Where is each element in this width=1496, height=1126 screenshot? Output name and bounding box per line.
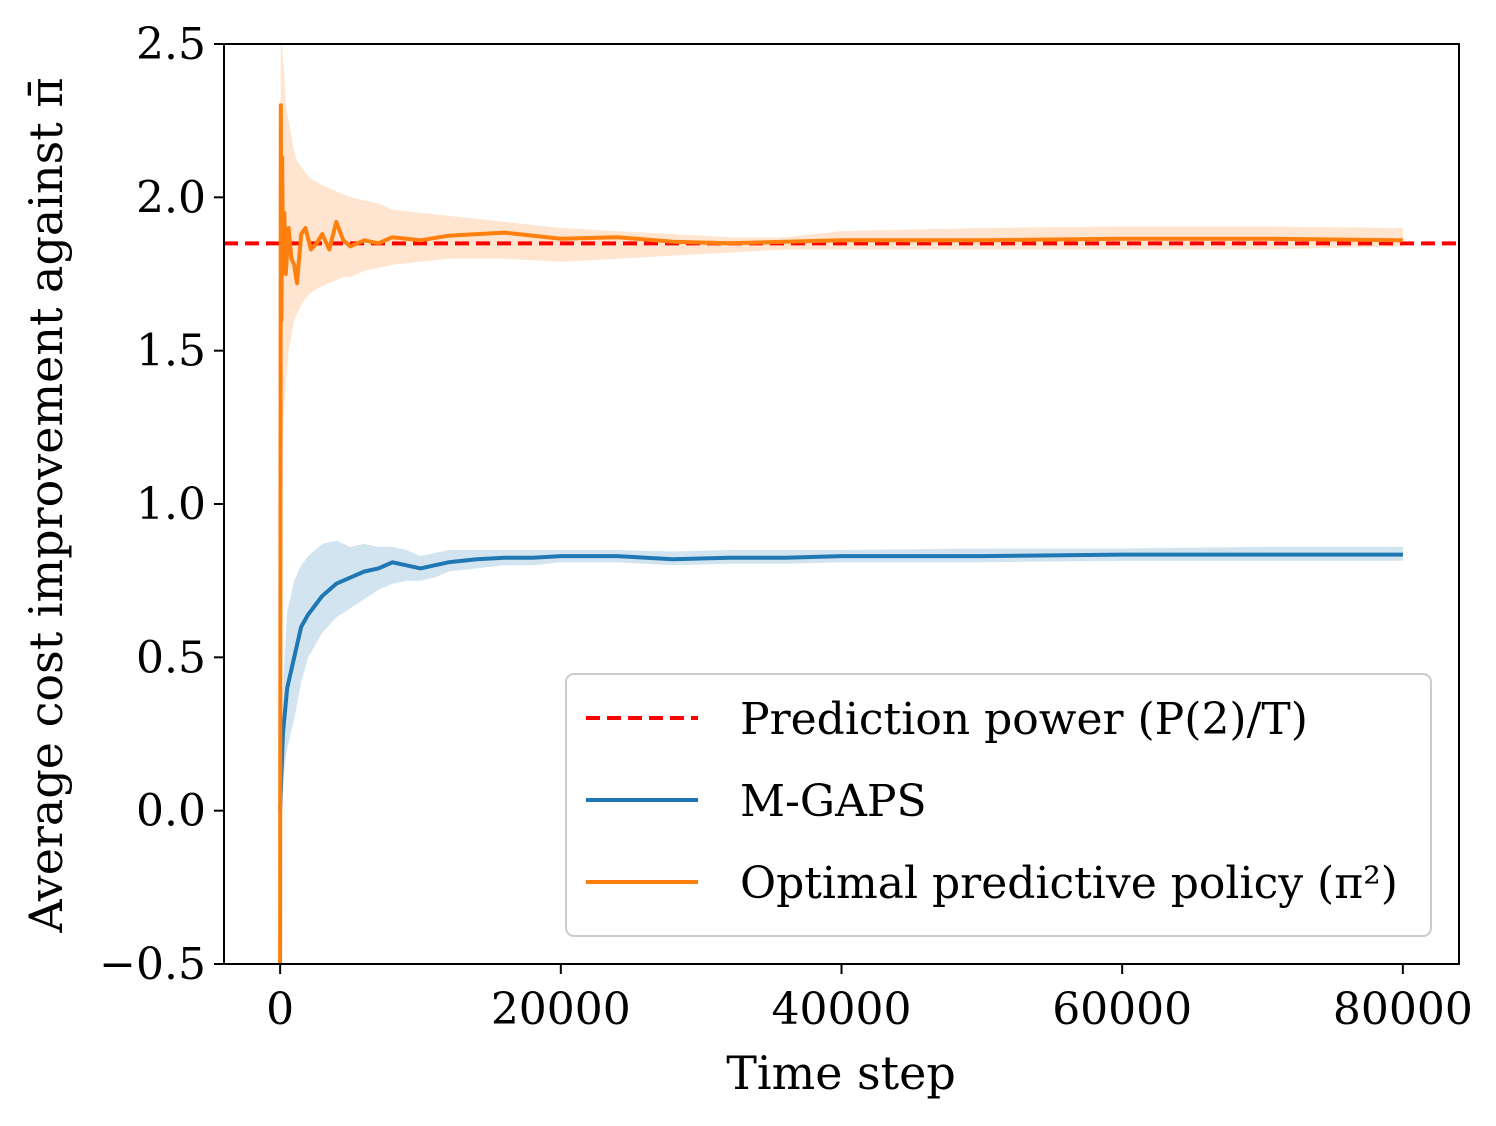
x-axis-ticks: 0 20000 40000 60000 80000 xyxy=(266,964,1473,1035)
x-axis-title: Time step xyxy=(726,1046,956,1100)
y-tick-label: −0.5 xyxy=(99,939,206,990)
x-tick-label: 60000 xyxy=(1052,984,1192,1035)
x-tick-label: 0 xyxy=(266,984,294,1035)
y-axis-ticks: −0.5 0.0 0.5 1.0 1.5 2.0 2.5 xyxy=(99,19,224,990)
series-line-optimal-policy xyxy=(278,103,1403,964)
y-tick-label: 2.5 xyxy=(136,19,206,70)
y-tick-label: 0.5 xyxy=(136,632,206,683)
legend: Prediction power (P(2)/T) M-GAPS Optimal… xyxy=(565,673,1432,937)
y-tick-label: 0.0 xyxy=(136,786,206,837)
y-axis-title: Average cost improvement against π̄ xyxy=(19,77,73,933)
x-tick-label: 40000 xyxy=(772,984,912,1035)
y-tick-label: 1.0 xyxy=(136,479,206,530)
plot-area xyxy=(224,44,1459,964)
x-tick-label: 20000 xyxy=(491,984,631,1035)
legend-label-m-gaps: M-GAPS xyxy=(740,776,927,827)
confidence-bands xyxy=(280,44,1403,964)
y-tick-label: 1.5 xyxy=(136,326,206,377)
series-lines xyxy=(278,103,1403,964)
legend-label-optimal-policy: Optimal predictive policy (π²) xyxy=(740,858,1398,909)
legend-box xyxy=(565,673,1432,937)
x-tick-label: 80000 xyxy=(1333,984,1473,1035)
y-tick-label: 2.0 xyxy=(136,172,206,223)
series-line-m-gaps xyxy=(278,552,1403,811)
legend-label-prediction-power: Prediction power (P(2)/T) xyxy=(740,694,1308,745)
band-m-gaps xyxy=(280,540,1403,811)
